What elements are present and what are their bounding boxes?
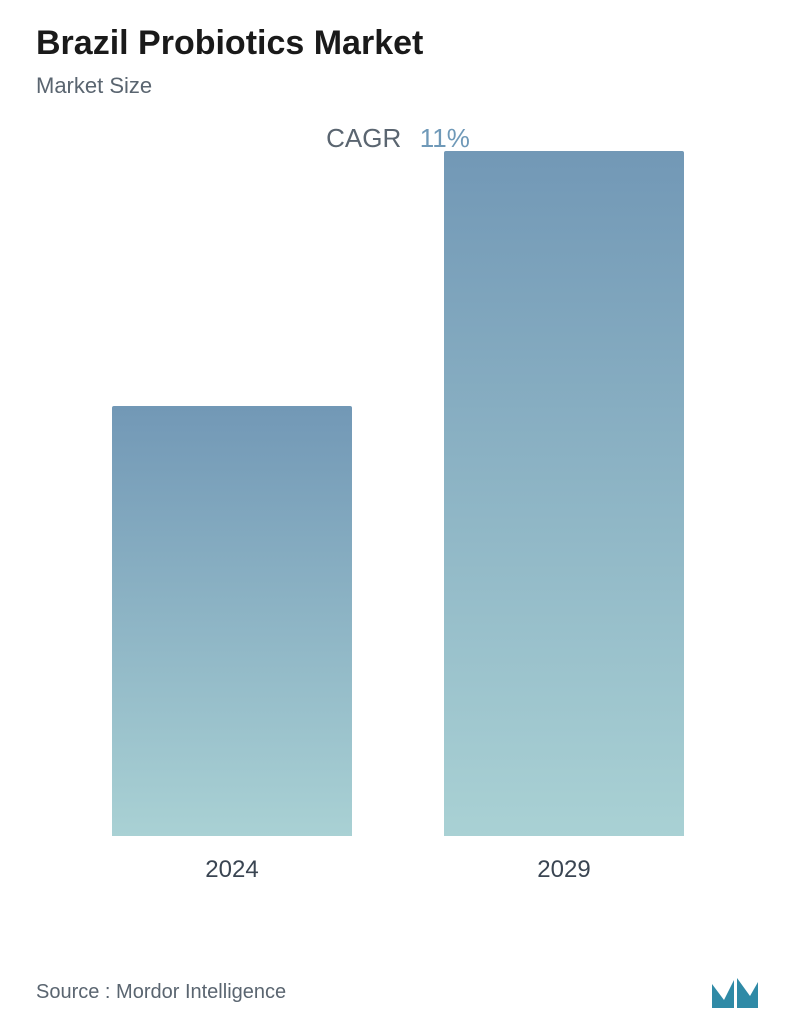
chart-subtitle: Market Size (36, 73, 760, 99)
chart-footer: Source : Mordor Intelligence (36, 974, 760, 1010)
bar-x-label: 2024 (205, 856, 258, 884)
cagr-label: CAGR (326, 123, 401, 153)
bar (444, 151, 684, 836)
bar-group: 2024 (112, 406, 352, 884)
cagr-value: 11% (420, 123, 470, 153)
source-text: Source : Mordor Intelligence (36, 981, 286, 1004)
chart-area: 2024 2029 (36, 184, 760, 884)
chart-title: Brazil Probiotics Market (36, 24, 760, 63)
bar-group: 2029 (444, 151, 684, 884)
cagr-row: CAGR 11% (36, 123, 760, 154)
bar-x-label: 2029 (537, 856, 590, 884)
mordor-logo-icon (710, 974, 760, 1010)
bar (112, 406, 352, 836)
